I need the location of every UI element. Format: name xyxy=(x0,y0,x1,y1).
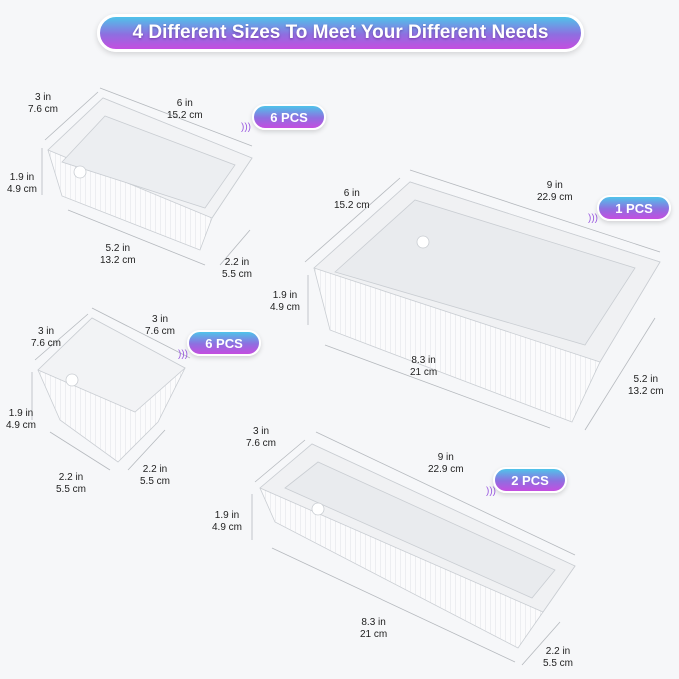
tray-large-rect xyxy=(313,181,661,423)
tray-long-rect-depth: 3 in 7.6 cm xyxy=(246,426,277,449)
tray-square-length-top: 3 in 7.6 cm xyxy=(145,314,176,337)
sound-wave-icon: ))) xyxy=(241,122,251,133)
pcs-badge: 1 PCS xyxy=(597,195,671,221)
tray-square-length-bottom: 2.2 in 5.5 cm xyxy=(56,472,87,495)
pcs-badge: 6 PCS xyxy=(187,330,261,356)
tray-small-rect-height: 1.9 in 4.9 cm xyxy=(7,172,38,195)
tray-long-rect xyxy=(259,443,576,649)
tray-small-rect-depth: 3 in 7.6 cm xyxy=(28,92,59,115)
headline-banner: 4 Different Sizes To Meet Your Different… xyxy=(97,14,584,52)
tray-long-rect-length-top: 9 in 22.9 cm xyxy=(428,452,464,475)
sound-wave-icon: ))) xyxy=(486,486,496,497)
tray-large-rect-length-top: 9 in 22.9 cm xyxy=(537,180,573,203)
tray-large-rect-width-bottom: 5.2 in 13.2 cm xyxy=(628,374,664,397)
pcs-badge: 2 PCS xyxy=(493,467,567,493)
tray-large-rect-depth: 6 in 15.2 cm xyxy=(334,188,370,211)
sound-wave-icon: ))) xyxy=(588,213,598,224)
tray-square xyxy=(37,317,186,463)
tray-large-rect-height: 1.9 in 4.9 cm xyxy=(270,290,301,313)
tray-large-rect-length-bottom: 8.3 in 21 cm xyxy=(410,355,438,378)
tray-long-rect-height: 1.9 in 4.9 cm xyxy=(212,510,243,533)
tray-small-rect-length-top: 6 in 15.2 cm xyxy=(167,98,203,121)
tray-small-rect xyxy=(47,97,253,251)
tray-small-rect-width-bottom: 2.2 in 5.5 cm xyxy=(222,257,253,280)
tray-square-depth: 3 in 7.6 cm xyxy=(31,326,62,349)
tray-long-rect-length-bottom: 8.3 in 21 cm xyxy=(360,617,388,640)
tray-square-height: 1.9 in 4.9 cm xyxy=(6,408,37,431)
tray-long-rect-width-bottom: 2.2 in 5.5 cm xyxy=(543,646,574,669)
sound-wave-icon: ))) xyxy=(178,349,188,360)
pcs-badge: 6 PCS xyxy=(252,104,326,130)
tray-small-rect-length-bottom: 5.2 in 13.2 cm xyxy=(100,243,136,266)
tray-square-width-bottom: 2.2 in 5.5 cm xyxy=(140,464,171,487)
